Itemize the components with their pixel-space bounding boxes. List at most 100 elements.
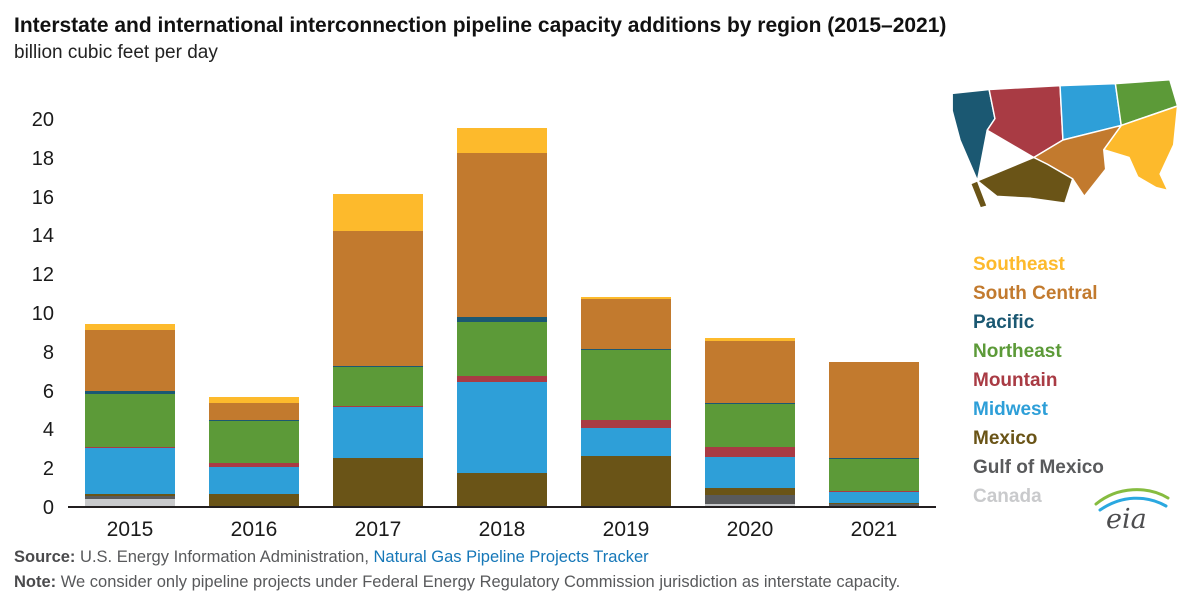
bar-segment-mountain	[333, 406, 423, 408]
bar-segment-canada	[85, 499, 175, 506]
bar-segment-northeast	[705, 404, 795, 447]
source-line: Source: U.S. Energy Information Administ…	[14, 548, 649, 567]
bar-segment-northeast	[85, 394, 175, 447]
bar-segment-mountain	[581, 419, 671, 429]
bar-segment-pacific	[581, 348, 671, 350]
bar-segment-southeast	[209, 397, 299, 404]
source-label: Source:	[14, 548, 81, 566]
bar-segment-northeast	[581, 349, 671, 420]
map-region-pacific	[951, 88, 996, 182]
bar-segment-midwest	[829, 492, 919, 504]
bar-segment-south-central	[333, 230, 423, 367]
bar-segment-mountain	[457, 376, 547, 382]
legend-item-mountain: Mountain	[973, 370, 1058, 391]
bar-segment-mexico	[829, 503, 919, 505]
x-tick-label: 2020	[726, 518, 774, 541]
x-tick-label: 2019	[602, 518, 650, 541]
eia-logo-green-arc	[1094, 488, 1170, 506]
bar-segment-southeast	[705, 338, 795, 342]
bar-segment-south-central	[705, 341, 795, 404]
bar-segment-canada	[705, 504, 795, 506]
chart-legend: Southeast South Central Pacific Northeast Mo…	[973, 250, 1104, 511]
bar-segment-mexico	[209, 494, 299, 506]
y-tick-label: 16	[31, 186, 54, 209]
bar-segment-southeast	[333, 193, 423, 231]
bar-segment-northeast	[457, 321, 547, 377]
legend-item-mexico: Mexico	[973, 428, 1038, 449]
x-axis: 2015 2016 2017 2018 2019 2020 2021	[68, 518, 936, 542]
bar-segment-mexico	[85, 494, 175, 497]
bar-segment-midwest	[209, 467, 299, 495]
source-text: U.S. Energy Information Administration,	[80, 548, 374, 566]
source-link[interactable]: Natural Gas Pipeline Projects Tracker	[373, 548, 649, 566]
x-tick-label: 2017	[354, 518, 402, 541]
y-tick-label: 12	[31, 264, 54, 287]
map-region-mexico	[976, 156, 1074, 204]
plot-area	[68, 118, 936, 508]
bar-segment-gulf-of-mexico	[829, 504, 919, 506]
bar-segment-northeast	[209, 420, 299, 464]
bar-segment-mountain	[85, 446, 175, 448]
note-label: Note:	[14, 573, 61, 591]
bar-segment-pacific	[85, 390, 175, 395]
bar-segment-south-central	[209, 403, 299, 420]
bar-segment-mexico	[457, 473, 547, 506]
bar-segment-mountain	[209, 463, 299, 468]
x-tick-label: 2015	[106, 518, 154, 541]
bar-segment-gulf-of-mexico	[85, 496, 175, 500]
eia-logo-svg: eia	[1094, 488, 1170, 535]
y-tick-label: 8	[42, 341, 54, 364]
bar-segment-northeast	[333, 367, 423, 407]
bar-segment-pacific	[457, 316, 547, 322]
chart-subtitle: billion cubic feet per day	[14, 42, 218, 63]
legend-item-south-central: South Central	[973, 283, 1098, 304]
bar-segment-gulf-of-mexico	[705, 495, 795, 505]
legend-item-southeast: Southeast	[973, 254, 1065, 275]
bar-segment-midwest	[705, 456, 795, 488]
legend-item-pacific: Pacific	[973, 312, 1035, 333]
x-tick-label: 2016	[230, 518, 278, 541]
y-tick-label: 10	[31, 303, 54, 325]
bar-segment-south-central	[829, 362, 919, 459]
bar-segment-south-central	[581, 299, 671, 349]
bar-segment-pacific	[705, 403, 795, 405]
x-tick-label: 2021	[850, 518, 898, 541]
y-tick-label: 0	[42, 497, 54, 519]
eia-logo-blue-arc	[1098, 496, 1168, 512]
bar-segment-pacific	[333, 366, 423, 368]
legend-item-northeast: Northeast	[973, 341, 1062, 362]
bar-segment-midwest	[457, 381, 547, 474]
bar-segment-pacific	[829, 458, 919, 460]
bar-segment-midwest	[85, 447, 175, 495]
bar-segment-mexico	[333, 457, 423, 506]
y-tick-label: 18	[31, 147, 54, 170]
chart-title: Interstate and international interconnec…	[14, 14, 947, 37]
legend-item-gulf-of-mexico: Gulf of Mexico	[973, 457, 1104, 478]
bar-segment-midwest	[581, 428, 671, 456]
bar-segment-mountain	[829, 491, 919, 493]
bar-segment-south-central	[85, 330, 175, 391]
bar-segment-mexico	[705, 487, 795, 496]
bar-segment-southeast	[85, 323, 175, 331]
bar-segment-midwest	[333, 407, 423, 458]
y-tick-label: 2	[42, 458, 54, 481]
bar-segment-northeast	[829, 459, 919, 492]
legend-item-midwest: Midwest	[973, 399, 1048, 420]
y-tick-label: 6	[42, 380, 54, 403]
note-text: We consider only pipeline projects under…	[60, 573, 901, 591]
y-tick-label: 20	[31, 109, 54, 131]
bar-segment-mountain	[705, 446, 795, 457]
us-regions-map-svg	[951, 79, 1179, 209]
bar-segment-south-central	[457, 152, 547, 317]
x-tick-label: 2018	[478, 518, 526, 541]
bar-segment-southeast	[581, 297, 671, 300]
eia-logo-text: eia	[1106, 504, 1147, 532]
eia-logo: eia	[1090, 482, 1172, 537]
y-tick-label: 14	[31, 225, 54, 248]
y-tick-label: 4	[42, 419, 54, 442]
y-axis: 0 2 4 6 8 10 12 14 16 18 20	[14, 110, 60, 518]
legend-item-canada: Canada	[973, 486, 1042, 507]
bar-segment-pacific	[209, 419, 299, 421]
us-regions-map	[935, 72, 1187, 213]
